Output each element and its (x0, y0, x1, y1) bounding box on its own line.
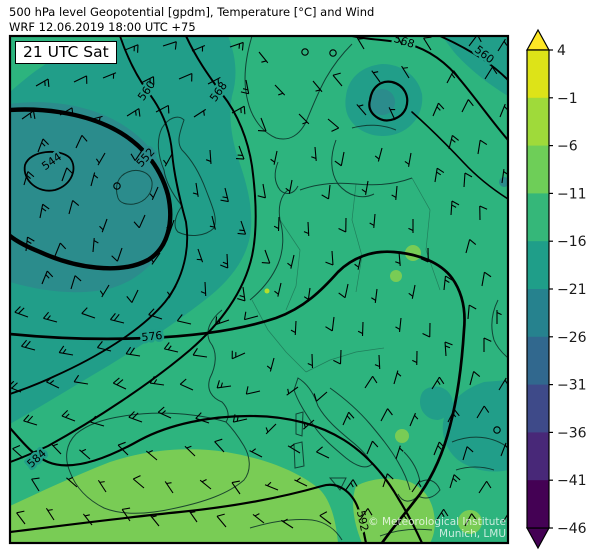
colorbar-tick-−16: −16 (557, 234, 587, 250)
colorbar-tick-−1: −1 (557, 91, 578, 107)
colorbar-tick-4: 4 (557, 43, 566, 59)
contour-label-576: 576 (141, 329, 163, 344)
colorbar-tick-−11: −11 (557, 186, 587, 202)
colorbar-tick-−41: −41 (557, 473, 587, 489)
colorbar-tick-−6: −6 (557, 139, 578, 155)
map-svg: 544552560568568560576584592 (0, 0, 603, 558)
valid-time-badge: 21 UTC Sat (15, 41, 117, 64)
weather-map-figure: 500 hPa level Geopotential [gpdm], Tempe… (0, 0, 603, 558)
map-canvas: 544552560568568560576584592 (0, 0, 603, 558)
temperature-colorbar: 4 −1 −6 −11 −16 −21 −26 −31 −36 −41 −46 (518, 24, 603, 558)
colorbar-tick-−36: −36 (557, 425, 587, 441)
colorbar-tick-−21: −21 (557, 282, 587, 298)
colorbar-tick-−46: −46 (557, 521, 587, 537)
colorbar-tick-−26: −26 (557, 330, 587, 346)
colorbar-tick-−31: −31 (557, 378, 587, 394)
